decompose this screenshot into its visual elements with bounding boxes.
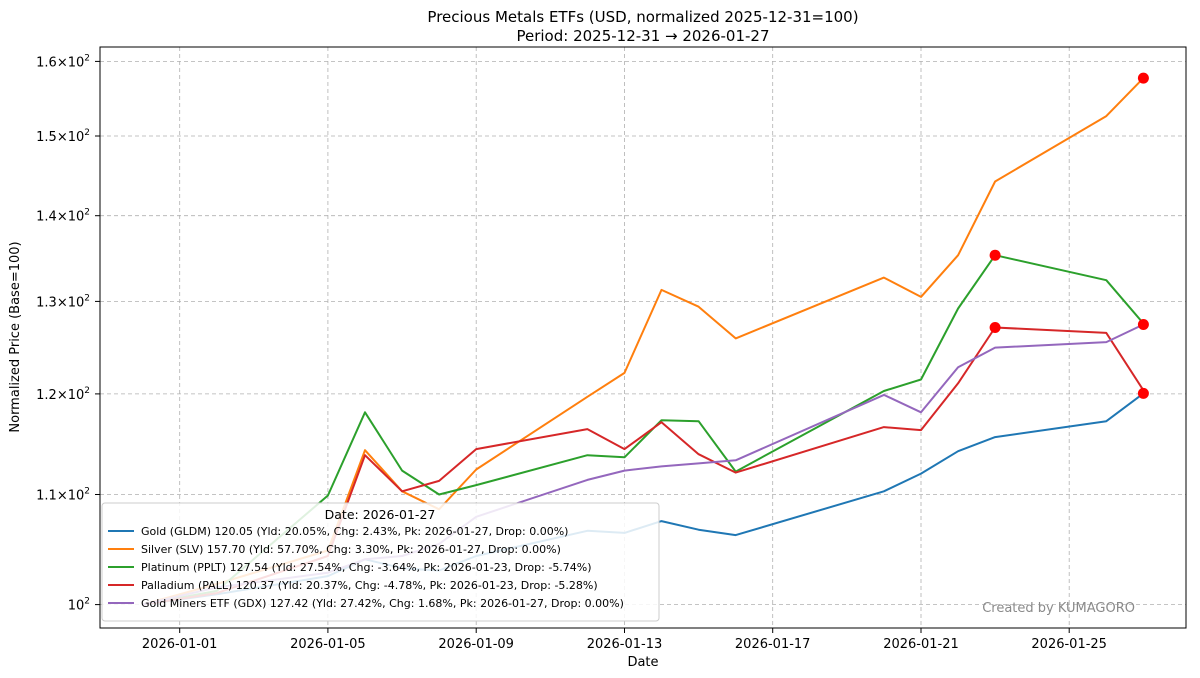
chart-title: Precious Metals ETFs (USD, normalized 20… bbox=[427, 8, 858, 26]
series-line bbox=[142, 77, 1145, 606]
legend-entry: Gold Miners ETF (GDX) 127.42 (Yld: 27.42… bbox=[141, 597, 624, 610]
x-tick-label: 2026-01-25 bbox=[1031, 637, 1107, 652]
legend-entries: Gold (GLDM) 120.05 (Yld: 20.05%, Chg: 2.… bbox=[108, 525, 624, 610]
x-tick-label: 2026-01-13 bbox=[587, 637, 663, 652]
x-tick-label: 2026-01-21 bbox=[883, 637, 959, 652]
peak-marker bbox=[989, 249, 1001, 261]
peak-markers bbox=[989, 72, 1149, 399]
legend-entry: Gold (GLDM) 120.05 (Yld: 20.05%, Chg: 2.… bbox=[141, 525, 568, 538]
peak-marker bbox=[1137, 72, 1149, 84]
watermark: Created by KUMAGORO bbox=[982, 601, 1135, 616]
y-tick-label: 1.6×102 bbox=[36, 53, 90, 70]
y-tick-label: 1.3×102 bbox=[36, 293, 90, 310]
y-tick-label: 1.5×102 bbox=[36, 128, 90, 145]
legend-entry: Platinum (PPLT) 127.54 (Yld: 27.54%, Chg… bbox=[141, 561, 592, 574]
x-tick-label: 2026-01-05 bbox=[290, 637, 366, 652]
peak-marker bbox=[1137, 387, 1149, 399]
chart-subtitle: Period: 2025-12-31 → 2026-01-27 bbox=[516, 27, 769, 45]
y-axis-label: Normalized Price (Base=100) bbox=[8, 241, 23, 432]
legend: Date: 2026-01-27 Gold (GLDM) 120.05 (Yld… bbox=[101, 502, 660, 622]
y-tick-label: 1.4×102 bbox=[36, 208, 90, 225]
x-axis: 2026-01-01 2026-01-05 2026-01-09 2026-01-13… bbox=[142, 628, 1107, 652]
x-tick-label: 2026-01-01 bbox=[142, 637, 218, 652]
x-tick-label: 2026-01-09 bbox=[438, 637, 514, 652]
peak-marker bbox=[1137, 319, 1149, 330]
legend-entry: Silver (SLV) 157.70 (Yld: 57.70%, Chg: 3… bbox=[141, 543, 561, 556]
y-axis: 102 1.1×102 1.2×102 1.3×102 1.4×102 1.5×102 1.… bbox=[36, 53, 100, 614]
series-line bbox=[142, 254, 1145, 606]
series-line bbox=[142, 326, 1145, 606]
legend-title: Date: 2026-01-27 bbox=[325, 507, 436, 522]
peak-marker bbox=[989, 322, 1001, 333]
y-tick-label: 102 bbox=[68, 597, 90, 614]
x-tick-label: 2026-01-17 bbox=[735, 637, 811, 652]
y-tick-label: 1.1×102 bbox=[36, 487, 90, 504]
x-axis-label: Date bbox=[627, 655, 658, 670]
y-tick-label: 1.2×102 bbox=[36, 386, 90, 403]
legend-box bbox=[101, 502, 660, 622]
legend-entry: Palladium (PALL) 120.37 (Yld: 20.37%, Ch… bbox=[141, 579, 598, 592]
plot-frame bbox=[99, 46, 1187, 629]
